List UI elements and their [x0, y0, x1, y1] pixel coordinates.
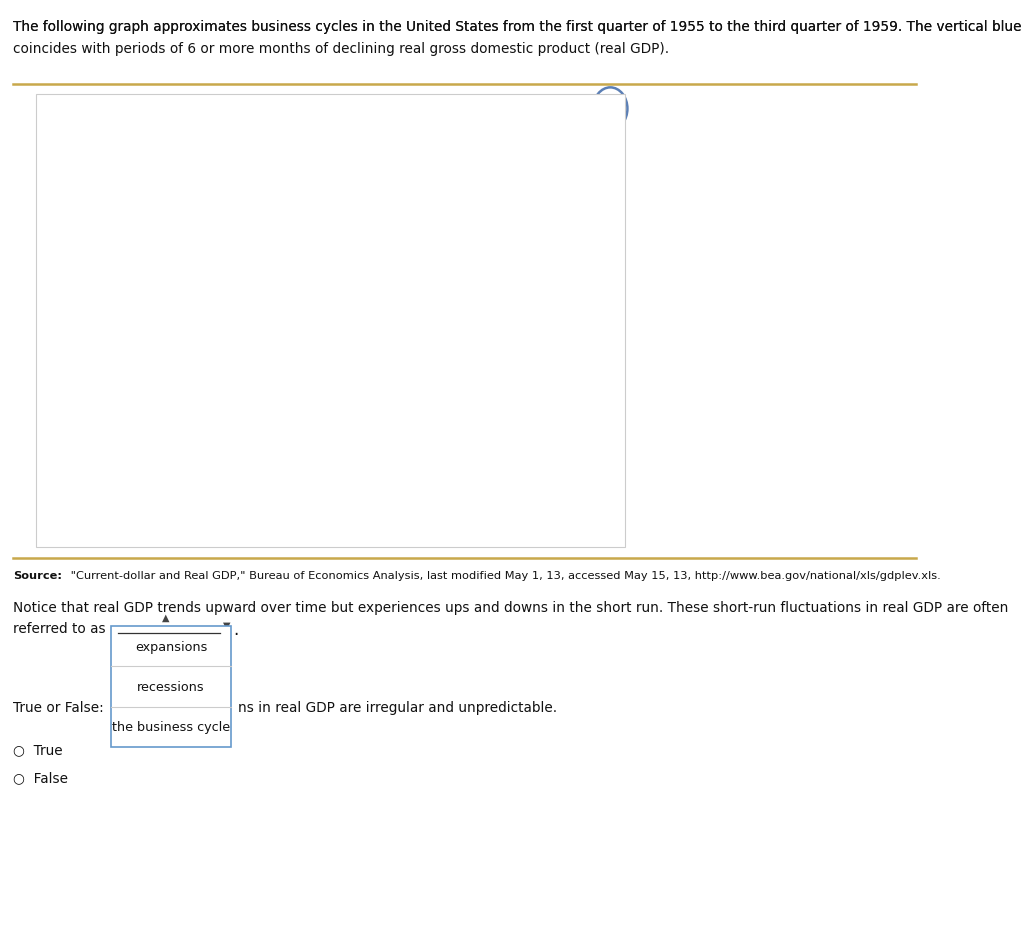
Text: ▲: ▲: [162, 612, 170, 622]
Bar: [375, 135, 426, 496]
Text: The following graph approximates business cycles in the United States from the f: The following graph approximates busines…: [13, 20, 1024, 34]
Text: .: .: [233, 620, 239, 638]
Text: coincides with periods of 6 or more months of declining real gross domestic prod: coincides with periods of 6 or more mont…: [13, 42, 670, 56]
Text: ns in real GDP are irregular and unpredictable.: ns in real GDP are irregular and unpredi…: [238, 701, 557, 715]
Text: "Current-dollar and Real GDP," Bureau of Economics Analysis, last modified May 1: "Current-dollar and Real GDP," Bureau of…: [67, 571, 940, 581]
Text: referred to as: referred to as: [13, 622, 105, 636]
Text: Notice that real GDP trends upward over time but experiences ups and downs in th: Notice that real GDP trends upward over …: [13, 600, 1009, 614]
X-axis label: YEAR: YEAR: [328, 527, 370, 541]
Text: Source:: Source:: [13, 571, 62, 581]
Text: True or False:: True or False:: [13, 701, 104, 715]
Text: ○  True: ○ True: [13, 742, 62, 756]
Text: recessions: recessions: [137, 680, 205, 693]
Text: The following graph approximates business cycles in the United States from the f: The following graph approximates busines…: [13, 20, 1024, 34]
Text: ○  False: ○ False: [13, 770, 69, 784]
Text: the business cycle: the business cycle: [112, 720, 230, 733]
Y-axis label: REAL GDP (Billions of dollars): REAL GDP (Billions of dollars): [38, 229, 51, 402]
Text: ▼: ▼: [223, 620, 230, 630]
Text: expansions: expansions: [135, 640, 207, 653]
Text: ?: ?: [605, 101, 615, 120]
